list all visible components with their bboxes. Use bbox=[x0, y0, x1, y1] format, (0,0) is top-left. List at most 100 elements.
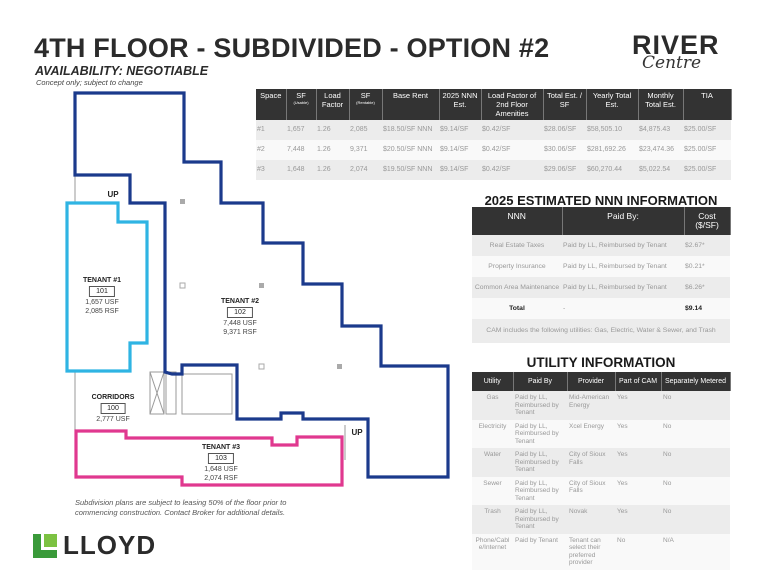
table-cell: $9.14/SF bbox=[439, 160, 481, 180]
col-tia: TIA bbox=[683, 89, 732, 120]
table-cell: $28.06/SF bbox=[543, 120, 586, 140]
table-cell: City of Sioux Falls bbox=[567, 476, 615, 505]
col-paid-by: Paid By: bbox=[562, 207, 685, 235]
col-nnn: 2025 NNN Est. bbox=[439, 89, 482, 120]
table-row: #2 7,448 1.26 9,371 $20.50/SF NNN $9.14/SF $0.… bbox=[256, 140, 731, 160]
table-row: Trash Paid by LL, Reimbursed by Tenant Nov… bbox=[472, 505, 730, 534]
corridors-label: CORRIDORS 100 2,777 USF bbox=[91, 394, 135, 423]
table-row: Property Insurance Paid by LL, Reimbursed… bbox=[472, 256, 730, 277]
table-cell: $0.42/SF bbox=[481, 140, 543, 160]
nnn-footnote: CAM includes the following utilities: Ga… bbox=[472, 319, 730, 343]
col-utility: Utility bbox=[472, 372, 514, 391]
elevator-icon bbox=[165, 371, 177, 415]
table-row: Electricity Paid by LL, Reimbursed by Ten… bbox=[472, 419, 730, 448]
table-cell: $60,270.44 bbox=[586, 160, 638, 180]
lloyd-mark-icon bbox=[33, 533, 57, 558]
table-cell: $19.50/SF NNN bbox=[382, 160, 439, 180]
table-row: #1 1,657 1.26 2,085 $18.50/SF NNN $9.14/SF $0.… bbox=[256, 120, 731, 140]
col-provider: Provider bbox=[567, 372, 616, 391]
table-cell: $0.21* bbox=[684, 256, 730, 277]
table-cell: $0.42/SF bbox=[481, 160, 543, 180]
table-cell: Gas bbox=[472, 391, 513, 420]
table-cell: - bbox=[562, 298, 684, 319]
table-cell: Paid by LL, Reimbursed by Tenant bbox=[562, 235, 684, 256]
utility-table: Utility Paid By Provider Part of CAM Sep… bbox=[472, 372, 731, 570]
table-row: Sewer Paid by LL, Reimbursed by Tenant Cit… bbox=[472, 476, 730, 505]
utility-title: UTILITY INFORMATION bbox=[526, 355, 676, 370]
table-cell: $5,022.54 bbox=[638, 160, 683, 180]
col-load-factor: Load Factor bbox=[316, 89, 350, 120]
col-sf-rentable: SF (Rentable) bbox=[349, 89, 383, 120]
logo-river: RIVER bbox=[632, 30, 720, 60]
tenant-3-outline bbox=[74, 429, 344, 487]
lloyd-wordmark: LLOYD bbox=[63, 530, 157, 560]
table-cell: $25.00/SF bbox=[683, 160, 731, 180]
concept-note: Concept only; subject to change bbox=[36, 78, 143, 87]
table-cell: 1,657 bbox=[286, 120, 316, 140]
table-cell: 7,448 bbox=[286, 140, 316, 160]
col-sf-usable: SF (Usable) bbox=[286, 89, 317, 120]
table-cell: Total bbox=[472, 298, 562, 319]
table-cell: Tenant can select their preferred provid… bbox=[567, 533, 615, 570]
nnn-title: 2025 ESTIMATED NNN INFORMATION bbox=[484, 193, 718, 208]
availability: AVAILABILITY: NEGOTIABLE bbox=[35, 64, 209, 78]
col-base-rent: Base Rent bbox=[382, 89, 440, 120]
table-cell: Paid by LL, Reimbursed by Tenant bbox=[513, 419, 567, 448]
columns bbox=[179, 199, 342, 370]
suite-number: 101 bbox=[89, 286, 115, 297]
table-cell: $25.00/SF bbox=[683, 140, 731, 160]
suite-number: 102 bbox=[227, 307, 253, 318]
col-amenities: Load Factor of 2nd Floor Amenities bbox=[481, 89, 544, 120]
table-cell: Paid by LL, Reimbursed by Tenant bbox=[562, 277, 684, 298]
col-yearly: Yearly Total Est. bbox=[586, 89, 639, 120]
table-cell: Paid by LL, Reimbursed by Tenant bbox=[562, 256, 684, 277]
table-cell: No bbox=[661, 419, 730, 448]
subdivision-note: Subdivision plans are subject to leasing… bbox=[75, 498, 287, 517]
restrooms bbox=[181, 373, 233, 415]
col-monthly: Monthly Total Est. bbox=[638, 89, 684, 120]
space-table: Space SF (Usable) Load Factor SF (Rentable… bbox=[256, 89, 732, 180]
table-cell: Mid-American Energy bbox=[567, 391, 615, 420]
table-cell: Trash bbox=[472, 505, 513, 534]
table-cell: 9,371 bbox=[349, 140, 382, 160]
table-cell: No bbox=[661, 448, 730, 477]
table-cell: $9.14/SF bbox=[439, 140, 481, 160]
table-cell: Xcel Energy bbox=[567, 419, 615, 448]
table-cell: Yes bbox=[615, 448, 661, 477]
table-cell: Paid by LL, Reimbursed by Tenant bbox=[513, 391, 567, 420]
page-title: 4TH FLOOR - SUBDIVIDED - OPTION #2 bbox=[34, 33, 550, 63]
table-cell: 1.26 bbox=[316, 140, 349, 160]
table-cell: Paid by LL, Reimbursed by Tenant bbox=[513, 476, 567, 505]
table-cell: Yes bbox=[615, 476, 661, 505]
table-cell: No bbox=[661, 391, 730, 420]
table-cell: #2 bbox=[256, 140, 286, 160]
table-cell: $25.00/SF bbox=[683, 120, 731, 140]
table-cell: No bbox=[661, 476, 730, 505]
table-row: Total - $9.14 bbox=[472, 298, 730, 319]
tenant-1-outline bbox=[65, 201, 149, 373]
table-cell: Property Insurance bbox=[472, 256, 562, 277]
suite-number: 100 bbox=[100, 403, 126, 414]
table-cell: Water bbox=[472, 448, 513, 477]
tenant-1-label: TENANT #1 101 1,657 USF 2,085 RSF bbox=[82, 277, 122, 315]
col-nnn: NNN bbox=[472, 207, 563, 235]
tenant-2-label: TENANT #2 102 7,448 USF 9,371 RSF bbox=[220, 298, 260, 336]
table-cell: $0.42/SF bbox=[481, 120, 543, 140]
table-row: Phone/Cable/Internet Paid by Tenant Tenant… bbox=[472, 533, 730, 570]
table-cell: Paid by LL, Reimbursed by Tenant bbox=[513, 505, 567, 534]
nnn-footnote-row: CAM includes the following utilities: Ga… bbox=[472, 319, 730, 343]
table-cell: #1 bbox=[256, 120, 286, 140]
col-space: Space bbox=[256, 89, 287, 120]
table-cell: #3 bbox=[256, 160, 286, 180]
stair-up-label: UP bbox=[107, 190, 119, 199]
col-part-of-cam: Part of CAM bbox=[615, 372, 662, 391]
table-cell: Electricity bbox=[472, 419, 513, 448]
table-cell: Yes bbox=[615, 505, 661, 534]
table-cell: $6.26* bbox=[684, 277, 730, 298]
table-row: Common Area Maintenance Paid by LL, Reimb… bbox=[472, 277, 730, 298]
table-cell: Phone/Cable/Internet bbox=[472, 533, 513, 570]
table-cell: Paid by LL, Reimbursed by Tenant bbox=[513, 448, 567, 477]
tenant-2-outline bbox=[73, 91, 450, 479]
tenant-3-label: TENANT #3 103 1,648 USF 2,074 RSF bbox=[201, 444, 241, 482]
